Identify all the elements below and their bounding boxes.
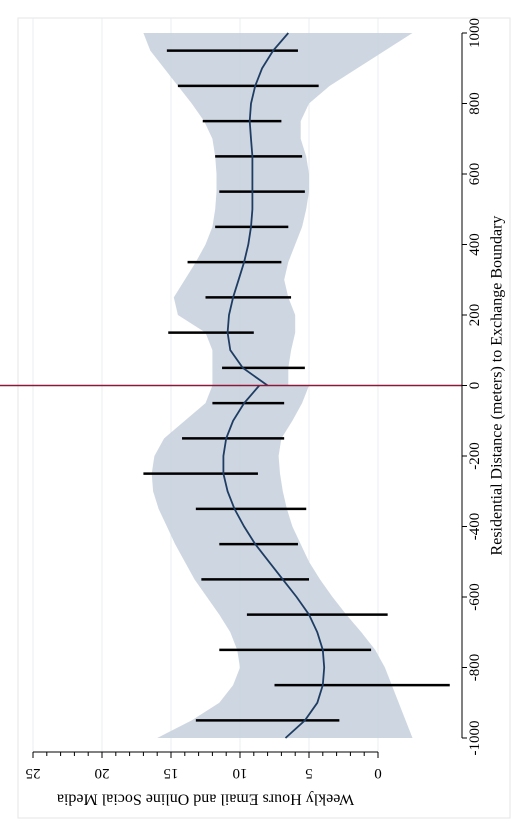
distance-tick-label: 400 [467, 233, 483, 256]
hours-axis-title: Weekly Hours Email and Online Social Med… [57, 791, 354, 808]
distance-tick-label: -400 [467, 513, 483, 541]
distance-tick-label: 200 [467, 304, 483, 327]
hours-tick-label: 10 [233, 765, 248, 781]
distance-tick-label: 0 [467, 382, 483, 390]
fit-line-left [222, 384, 326, 739]
fit-line-right [226, 32, 289, 387]
distance-tick-label: 600 [467, 163, 483, 186]
hours-tick-label: 15 [164, 765, 179, 781]
distance-tick-label: 1000 [467, 18, 483, 48]
distance-tick-label: -600 [467, 583, 483, 611]
distance-tick-label: -200 [467, 442, 483, 470]
hours-tick-label: 5 [305, 765, 313, 781]
distance-tick-label: -800 [467, 654, 483, 682]
axes: -1000-800-600-400-20002004006008001000Re… [26, 18, 506, 808]
confidence-interval-bars [143, 49, 450, 722]
plot-background [17, 17, 511, 819]
distance-tick-label: 800 [467, 92, 483, 115]
distance-tick-label: -1000 [467, 721, 483, 756]
distance-axis-title: Residential Distance (meters) to Exchang… [489, 216, 506, 556]
hours-tick-label: 25 [26, 765, 41, 781]
hours-tick-label: 20 [95, 765, 110, 781]
hours-tick-label: 0 [374, 765, 382, 781]
fitted-lines [222, 32, 326, 739]
